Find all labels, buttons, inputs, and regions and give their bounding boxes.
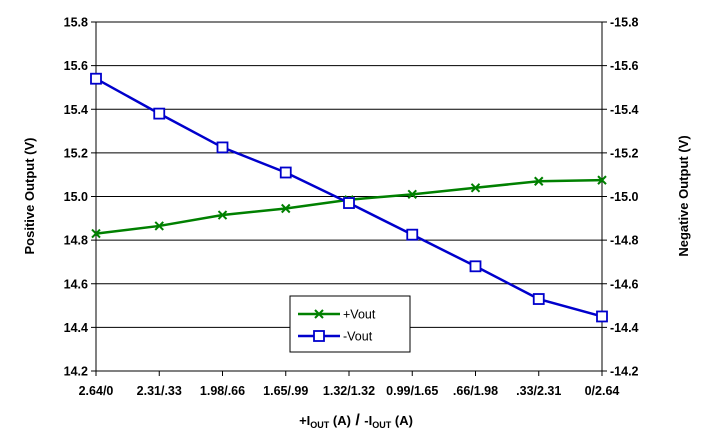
series-group	[90, 72, 608, 323]
y-right-tick-label: -14.4	[610, 321, 639, 335]
data-point-square-marker	[469, 260, 482, 273]
legend: +Vout -Vout	[289, 295, 411, 353]
x-axis-title-sub1: OUT	[310, 420, 330, 430]
y-left-tick-label: 15.6	[64, 59, 88, 73]
legend-label: -Vout	[343, 330, 373, 344]
x-axis-title-unit1: (A)	[329, 413, 351, 428]
y-right-tick-label: -14.8	[610, 234, 639, 248]
y-right-tick-label: -15.8	[610, 16, 639, 30]
x-axis-title: +IOUT (A) / -IOUT (A)	[299, 412, 413, 430]
data-point-square-marker	[343, 197, 355, 209]
marker-stroke	[217, 210, 228, 220]
data-point-x-marker	[217, 210, 228, 220]
y-left-tick-label: 15.0	[64, 190, 88, 204]
data-point-square-marker	[216, 141, 229, 154]
y-left-tick-label: 14.6	[64, 277, 88, 291]
data-point-square-marker	[532, 293, 545, 305]
data-point-x-marker	[154, 221, 164, 231]
legend-square-marker	[313, 330, 325, 342]
y-right-tick-label: -15.0	[610, 190, 639, 204]
x-axis-title-separator: /	[351, 412, 364, 429]
y-right-tick-label: -14.6	[610, 277, 639, 291]
marker-stroke	[314, 309, 324, 319]
y-left-tick-label: 15.4	[64, 103, 88, 117]
y-right-tick-label: -15.6	[610, 59, 639, 73]
y-left-tick-labels: 14.2 14.4 14.6 14.8 15.0 15.2 15.4 15.6 15.8	[64, 16, 88, 379]
x-tick-label: .66/1.98	[453, 384, 498, 398]
plot-area-border	[95, 21, 603, 372]
data-point-x-marker	[407, 189, 417, 200]
legend-x-marker	[314, 309, 324, 319]
x-tick-label: 0.99/1.65	[386, 384, 438, 398]
marker-stroke	[407, 189, 417, 200]
y-right-axis-title: Negative Output (V)	[676, 135, 691, 256]
x-tick-label: 1.32/1.32	[323, 384, 375, 398]
x-tick-label: 2.64/0	[79, 384, 114, 398]
y-left-axis-title: Positive Output (V)	[22, 138, 37, 255]
y-left-tick-label: 14.4	[64, 321, 88, 335]
x-tick-label: .33/2.31	[516, 384, 561, 398]
x-tick-label: 1.65/.99	[263, 384, 308, 398]
x-axis-title-part2: -I	[364, 413, 372, 428]
data-point-x-marker	[597, 175, 607, 185]
data-point-x-marker	[534, 176, 544, 186]
y-right-tick-label: -14.2	[610, 365, 639, 379]
x-tick-label: 1.98/.66	[200, 384, 245, 398]
x-tick-labels: 2.64/0 2.31/.33 1.98/.66 1.65/.99 1.32/1.32 0…	[79, 384, 620, 398]
data-point-square-marker	[279, 166, 292, 179]
y-right-tick-label: -15.4	[610, 103, 639, 117]
y-left-tick-label: 15.8	[64, 16, 88, 30]
marker-stroke	[154, 221, 164, 231]
legend-label: +Vout	[343, 308, 376, 322]
data-point-square-marker	[90, 72, 102, 85]
y-left-tick-label: 14.8	[64, 234, 88, 248]
legend-box	[289, 295, 411, 353]
y-left-tick-label: 14.2	[64, 365, 88, 379]
marker-stroke	[597, 175, 607, 185]
y-left-tick-label: 15.2	[64, 146, 88, 160]
data-point-square-marker	[596, 310, 608, 323]
x-tick-label: 2.31/.33	[137, 384, 182, 398]
x-axis-title-part1: +I	[299, 413, 310, 428]
x-axis-title-sub2: OUT	[372, 420, 392, 430]
x-tick-label: 0/2.64	[585, 384, 620, 398]
data-point-square-marker	[406, 228, 419, 241]
marker-stroke	[281, 203, 291, 214]
data-point-square-marker	[153, 107, 166, 120]
data-point-x-marker	[470, 183, 481, 193]
legend-items: +Vout -Vout	[298, 308, 376, 344]
data-point-x-marker	[91, 228, 101, 239]
marker-stroke	[470, 183, 481, 193]
x-axis-title-unit2: (A)	[391, 413, 413, 428]
marker-stroke	[91, 228, 101, 239]
y-right-tick-label: -15.2	[610, 146, 639, 160]
y-right-tick-labels: -14.2 -14.4 -14.6 -14.8 -15.0 -15.2 -15.4 -15.6…	[610, 16, 639, 379]
data-point-x-marker	[281, 203, 291, 214]
marker-stroke	[534, 176, 544, 186]
